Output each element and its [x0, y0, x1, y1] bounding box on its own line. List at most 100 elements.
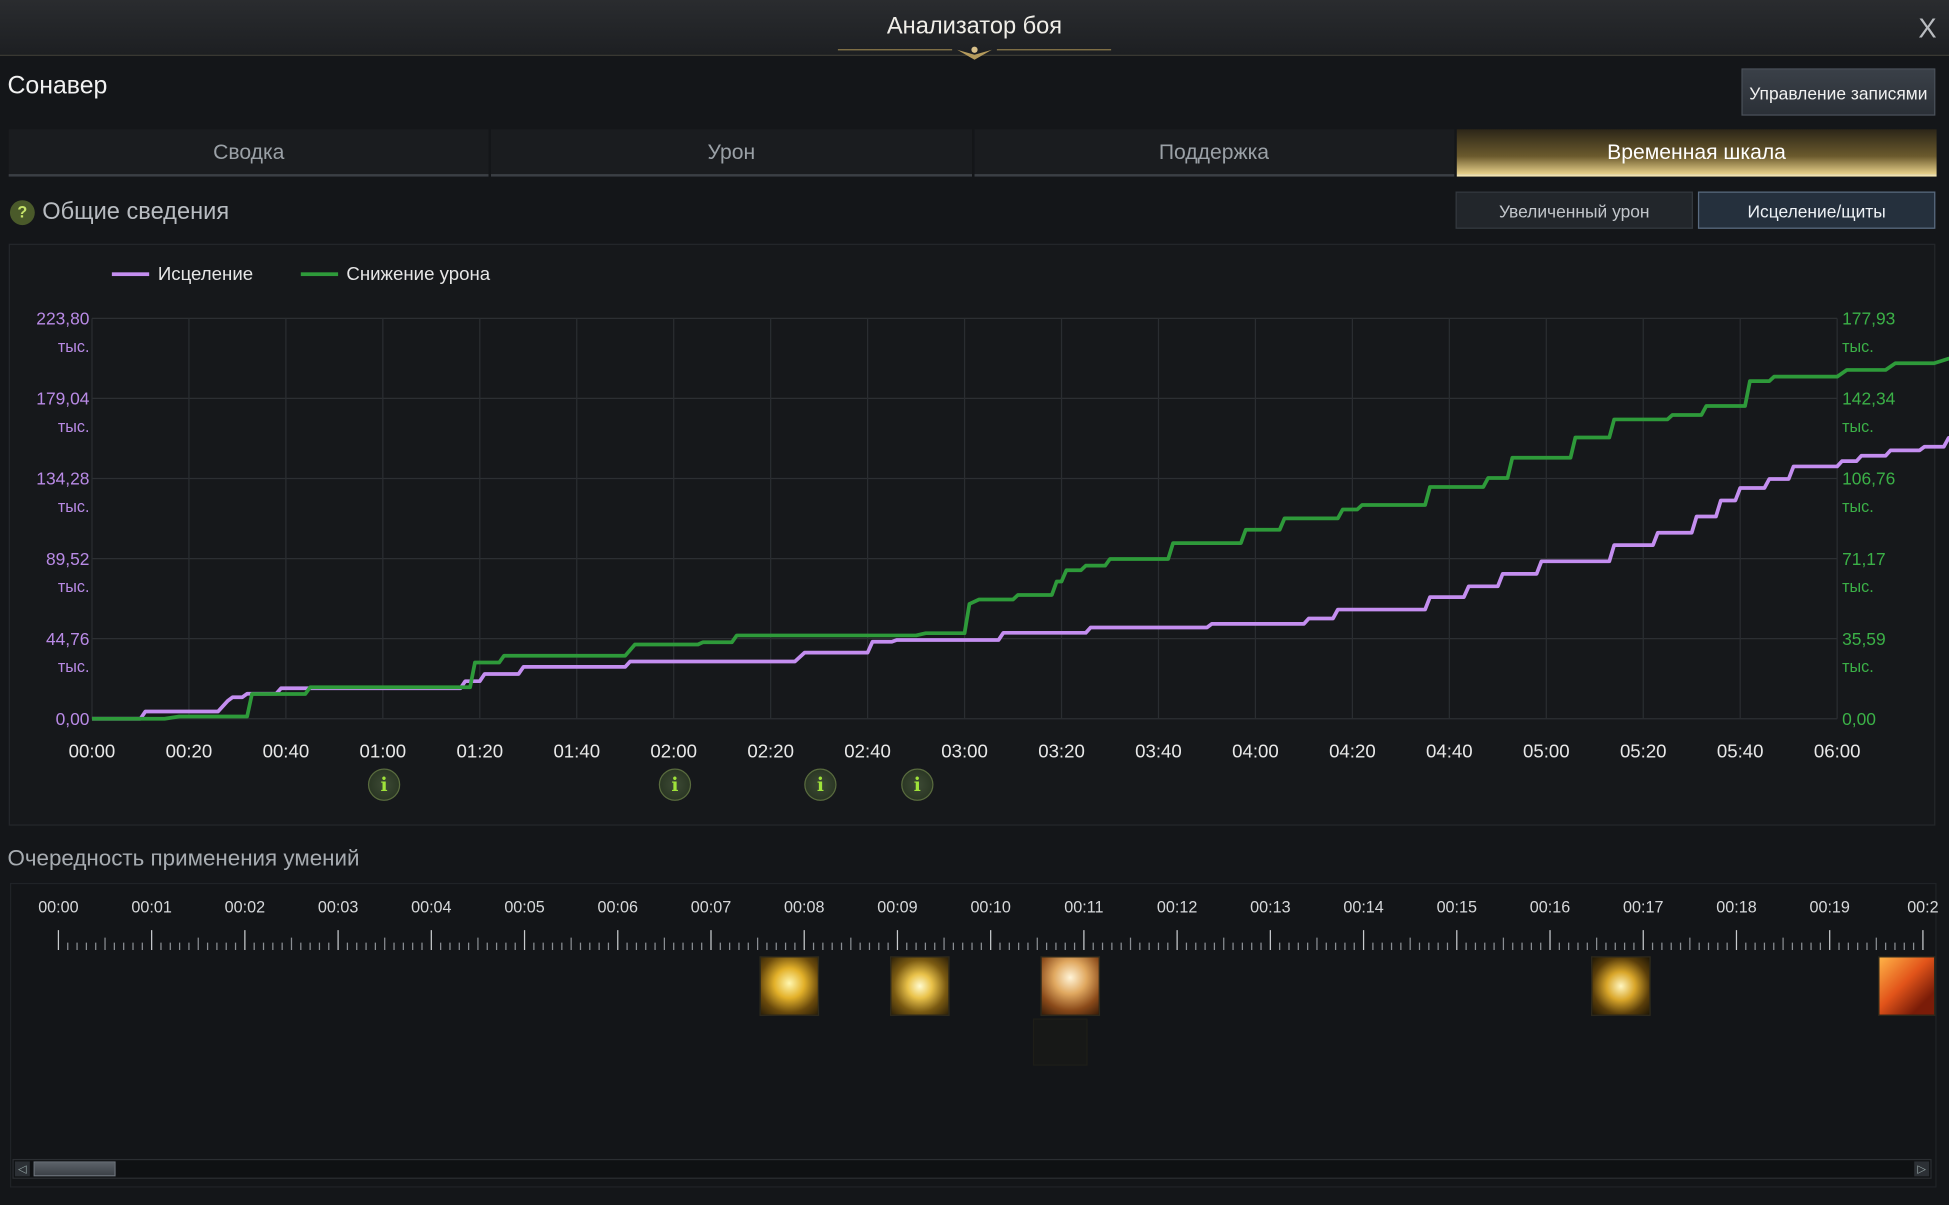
- x-tick-label: 02:40: [844, 740, 891, 761]
- x-tick-label: 00:00: [69, 740, 116, 761]
- healing-shields-button[interactable]: Исцеление/щиты: [1697, 191, 1936, 229]
- ruler-label: 00:05: [504, 897, 545, 917]
- x-tick-label: 03:20: [1038, 740, 1085, 761]
- fire-streak-skill-icon[interactable]: [1878, 956, 1936, 1016]
- winged-light-skill-icon[interactable]: [1040, 956, 1101, 1016]
- x-tick-label: 01:20: [456, 740, 503, 761]
- character-name: Сонавер: [7, 72, 108, 100]
- right-tick-label: 177,93: [1842, 309, 1895, 329]
- tab-support[interactable]: Поддержка: [973, 129, 1454, 177]
- ruler-label: 00:06: [597, 897, 638, 917]
- x-tick-label: 01:00: [360, 740, 407, 761]
- tab-summary[interactable]: Сводка: [8, 129, 489, 177]
- ruler-label: 00:09: [877, 897, 918, 917]
- horizontal-scrollbar[interactable]: ◁ ▷: [12, 1158, 1932, 1179]
- legend-label-healing: Исцеление: [157, 263, 254, 285]
- left-unit-label: тыс.: [58, 658, 90, 676]
- legend-label-damage-reduction: Снижение урона: [346, 263, 491, 285]
- ruler-label: 00:13: [1250, 897, 1291, 917]
- lightning-sigil-skill-icon[interactable]: [1591, 956, 1651, 1016]
- x-tick-label: 05:20: [1620, 740, 1667, 761]
- right-tick-label: 106,76: [1842, 469, 1895, 489]
- info-marker-icon[interactable]: i: [804, 768, 837, 801]
- increased-damage-button[interactable]: Увеличенный урон: [1455, 191, 1693, 229]
- overview-title: Общие сведения: [42, 198, 230, 226]
- right-unit-label: тыс.: [1842, 658, 1874, 676]
- x-tick-label: 03:00: [941, 740, 988, 761]
- legend-item-damage-reduction[interactable]: Снижение урона: [300, 264, 490, 285]
- right-unit-label: тыс.: [1842, 338, 1874, 356]
- x-tick-label: 04:00: [1232, 740, 1279, 761]
- ruler-label: 00:19: [1809, 897, 1850, 917]
- tab-damage[interactable]: Урон: [491, 129, 972, 177]
- chart-legend: Исцеление Снижение урона: [111, 263, 490, 285]
- tab-timeline[interactable]: Временная шкала: [1456, 129, 1937, 177]
- right-unit-label: тыс.: [1842, 498, 1874, 516]
- ruler-label: 00:02: [224, 897, 266, 917]
- scroll-right-arrow-icon[interactable]: ▷: [1914, 1161, 1930, 1177]
- x-tick-label: 02:20: [747, 740, 794, 761]
- right-tick-label: 35,59: [1842, 629, 1886, 649]
- left-unit-label: тыс.: [58, 578, 90, 596]
- damage-reduction-series-line: [91, 356, 1949, 721]
- ruler-label: 00:2: [1907, 897, 1939, 917]
- skill-sequence-panel: [9, 882, 1937, 1188]
- ruler-label: 00:14: [1343, 897, 1384, 917]
- ruler-label: 00:03: [317, 897, 359, 917]
- golden-orb-skill-icon[interactable]: [759, 956, 820, 1016]
- overview-header: ? Общие сведения: [9, 196, 230, 228]
- ruler-label: 00:08: [783, 897, 825, 917]
- left-tick-label: 179,04: [36, 389, 90, 409]
- window-title: Анализатор боя: [886, 13, 1063, 40]
- left-unit-label: тыс.: [58, 338, 90, 356]
- x-tick-label: 04:20: [1329, 740, 1376, 761]
- healing-series-line: [91, 435, 1949, 721]
- x-tick-label: 02:00: [650, 740, 697, 761]
- radiant-angel-skill-icon[interactable]: [889, 956, 950, 1016]
- right-tick-label: 71,17: [1842, 549, 1886, 569]
- info-marker-icon[interactable]: i: [901, 768, 934, 801]
- x-tick-label: 00:40: [263, 740, 310, 761]
- legend-item-healing[interactable]: Исцеление: [111, 263, 254, 285]
- left-tick-label: 223,80: [36, 309, 89, 329]
- right-tick-label: 0,00: [1842, 709, 1876, 729]
- x-tick-label: 04:40: [1426, 740, 1473, 761]
- chart-panel: [8, 243, 1936, 826]
- ruler-label: 00:12: [1156, 897, 1198, 917]
- title-bar: Анализатор боя X: [0, 0, 1949, 60]
- right-tick-label: 142,34: [1842, 389, 1896, 409]
- right-unit-label: тыс.: [1842, 418, 1874, 436]
- legend-swatch-damage-reduction: [300, 272, 338, 277]
- ruler-label: 00:15: [1436, 897, 1478, 917]
- x-tick-label: 01:40: [553, 740, 600, 761]
- ruler-label: 00:00: [38, 897, 79, 917]
- ruler-label: 00:10: [970, 897, 1011, 917]
- right-unit-label: тыс.: [1842, 578, 1874, 596]
- left-unit-label: тыс.: [58, 498, 90, 516]
- faded-skill-icon: [1032, 1018, 1088, 1066]
- ruler-label: 00:11: [1064, 897, 1104, 917]
- ruler-label: 00:01: [131, 897, 172, 917]
- left-tick-label: 44,76: [46, 629, 90, 649]
- x-tick-label: 03:40: [1135, 740, 1182, 761]
- info-marker-icon[interactable]: i: [367, 768, 401, 801]
- scroll-left-arrow-icon[interactable]: ◁: [14, 1161, 30, 1177]
- x-tick-label: 05:40: [1717, 740, 1764, 761]
- legend-swatch-healing: [111, 272, 150, 277]
- left-tick-label: 0,00: [56, 709, 90, 729]
- scroll-thumb[interactable]: [33, 1161, 116, 1177]
- info-marker-icon[interactable]: i: [658, 768, 692, 801]
- tab-bar: Сводка Урон Поддержка Временная шкала: [8, 129, 1937, 179]
- ruler-label: 00:07: [690, 897, 732, 917]
- ruler-label: 00:17: [1623, 897, 1664, 917]
- help-icon[interactable]: ?: [9, 200, 35, 226]
- time-ruler: [57, 930, 1924, 951]
- left-tick-label: 134,28: [36, 469, 89, 489]
- x-tick-label: 05:00: [1523, 740, 1570, 761]
- manage-records-button[interactable]: Управление записями: [1741, 68, 1936, 116]
- close-button[interactable]: X: [1918, 12, 1937, 44]
- ruler-label: 00:04: [411, 897, 452, 917]
- ruler-label: 00:18: [1716, 897, 1757, 917]
- ruler-label: 00:16: [1529, 897, 1571, 917]
- left-unit-label: тыс.: [58, 418, 90, 436]
